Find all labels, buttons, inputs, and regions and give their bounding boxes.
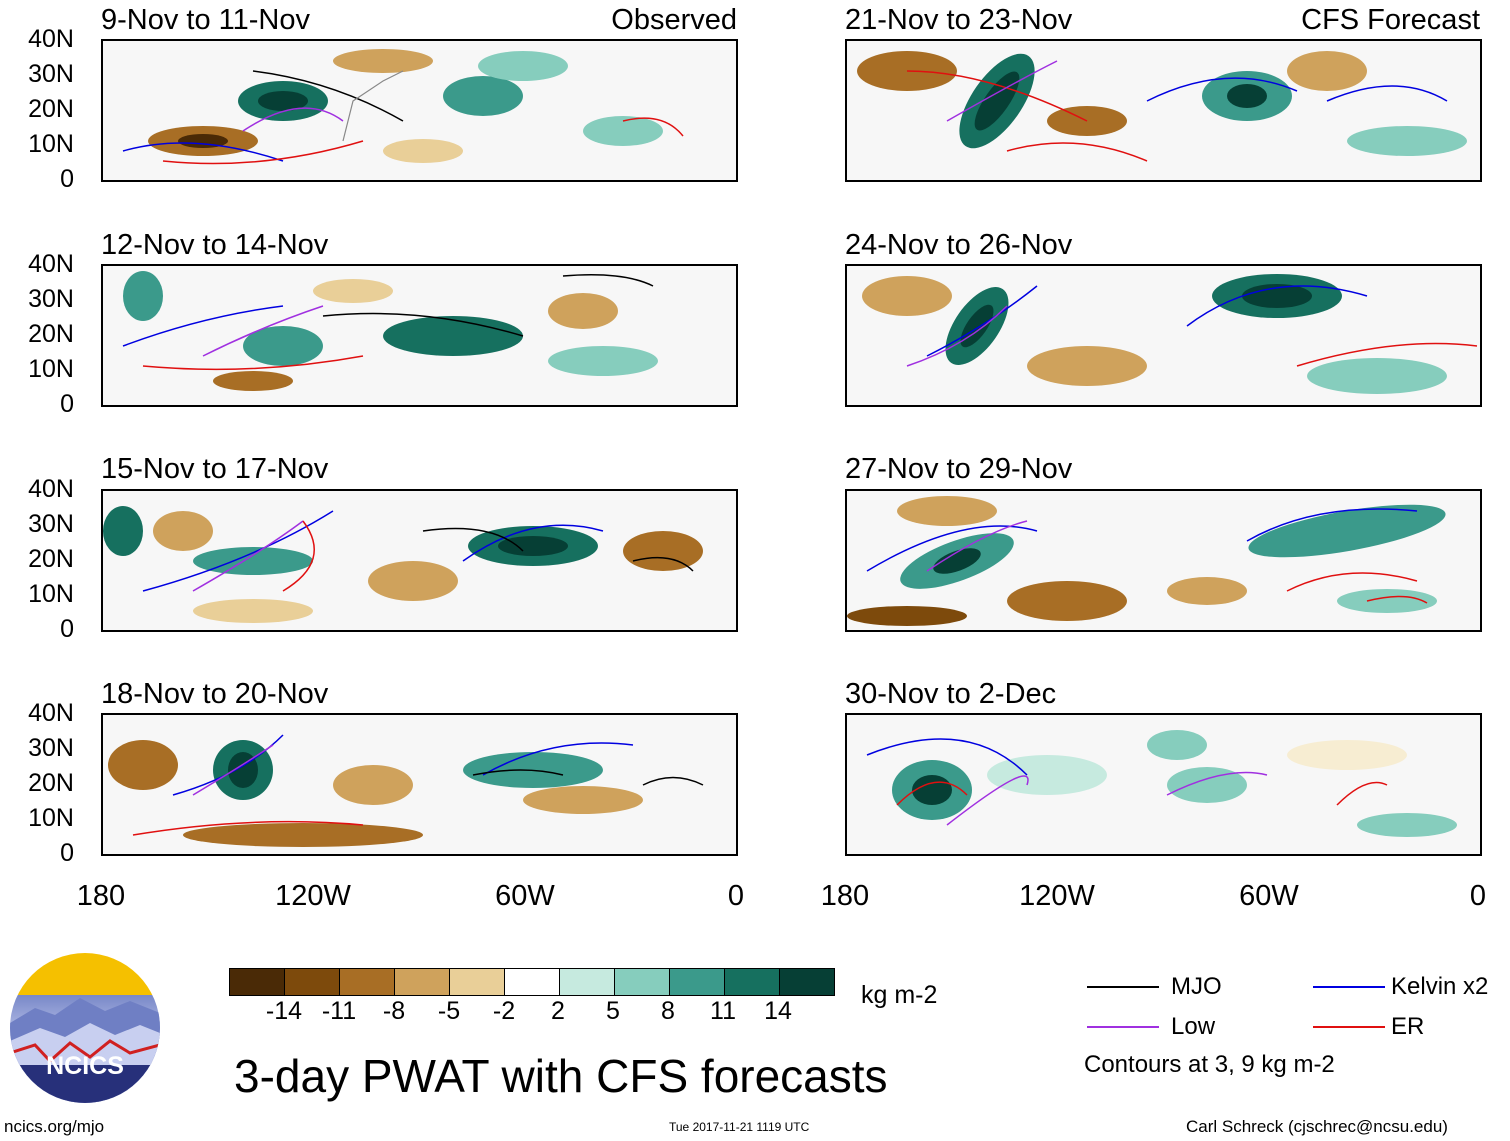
pwat-map [866,730,1457,837]
colorbar-label: 14 [764,997,792,1025]
figure-title: 3-day PWAT with CFS forecasts [234,1050,888,1102]
colorbar-label: 11 [710,997,736,1025]
lon-label-left-120w: 120W [275,880,351,912]
panel-title-right-1: 21-Nov to 23-Nov [845,4,1073,36]
lat-label-left-1-30n: 30N [28,60,74,88]
colorbar-label: 2 [551,997,565,1025]
colorbar-label: -5 [437,997,461,1025]
mountain-icon [10,998,160,1103]
map-panel-left-2 [101,264,738,407]
lon-label-left-60w: 60W [495,880,555,912]
colorbar-swatch [615,969,670,995]
colorbar-label: 8 [661,997,675,1025]
panel-tag-observed: Observed [611,4,737,36]
legend-line-kelvin [1313,986,1385,988]
colorbar-label: -8 [382,997,406,1025]
panel-title-right-3: 27-Nov to 29-Nov [845,453,1073,485]
lat-label-left-4-40n: 40N [28,699,74,727]
lat-label-left-4-0: 0 [60,839,74,867]
legend-label-mjo: MJO [1171,973,1222,1000]
lat-label-left-2-0: 0 [60,390,74,418]
legend-label-er: ER [1391,1013,1425,1040]
lat-label-left-2-40n: 40N [28,250,74,278]
panel-title-left-4: 18-Nov to 20-Nov [101,678,329,710]
colorbar-unit: kg m-2 [861,981,938,1009]
colorbar-label: 5 [606,997,620,1025]
lat-label-left-1-20n: 20N [28,95,74,123]
colorbar-swatch [670,969,725,995]
colorbar-swatch [505,969,560,995]
legend-note: Contours at 3, 9 kg m-2 [1084,1051,1335,1078]
panel-title-right-2: 24-Nov to 26-Nov [845,229,1073,261]
map-panel-right-2 [845,264,1482,407]
panel-title-left-3: 15-Nov to 17-Nov [101,453,329,485]
lat-label-left-3-30n: 30N [28,510,74,538]
panel-title-left-1: 9-Nov to 11-Nov [101,4,310,36]
map-panel-left-1 [101,39,738,182]
pwat-map [857,51,1467,162]
map-panel-right-4 [845,713,1482,856]
pwat-map [122,49,684,165]
legend-label-low: Low [1171,1013,1216,1040]
panel-title-right-4: 30-Nov to 2-Dec [845,678,1057,710]
pwat-map [847,496,1446,626]
lat-label-left-3-10n: 10N [28,580,74,608]
colorbar-label: -2 [492,997,516,1025]
panel-tag-cfs-forecast: CFS Forecast [1301,4,1480,36]
panel-title-left-2: 12-Nov to 14-Nov [101,229,329,261]
colorbar-swatch [230,969,285,995]
colorbar-label: -14 [265,997,303,1025]
colorbar-swatch [340,969,395,995]
lon-label-right-180: 180 [820,880,870,912]
legend-label-kelvin: Kelvin x2 [1391,973,1489,1000]
lat-label-left-3-20n: 20N [28,545,74,573]
pwat-map [122,271,658,391]
colorbar-swatch [450,969,505,995]
colorbar-swatch [285,969,340,995]
lat-label-left-4-20n: 20N [28,769,74,797]
footer-url: ncics.org/mjo [4,1117,105,1136]
map-panel-left-3 [101,489,738,632]
colorbar-label: -11 [321,997,357,1025]
lat-label-left-4-30n: 30N [28,734,74,762]
lat-label-left-1-0: 0 [60,165,74,193]
colorbar-swatch [395,969,450,995]
map-panel-right-3 [845,489,1482,632]
legend-line-mjo [1087,986,1159,988]
pwat-map [862,274,1478,394]
colorbar-swatch [780,969,834,995]
lat-label-left-3-40n: 40N [28,475,74,503]
lat-label-left-1-40n: 40N [28,25,74,53]
lat-label-left-3-0: 0 [60,615,74,643]
lon-label-left-0: 0 [727,880,745,912]
footer-credit: Carl Schreck (cjschrec@ncsu.edu) [1186,1117,1448,1136]
pwat-map [103,506,703,623]
logo-text: NCICS [46,1052,124,1080]
lon-label-right-60w: 60W [1239,880,1299,912]
legend-line-er [1313,1026,1385,1028]
legend-line-low [1087,1026,1159,1028]
lat-label-left-2-20n: 20N [28,320,74,348]
lon-label-left-180: 180 [76,880,126,912]
map-panel-right-1 [845,39,1482,182]
map-panel-left-4 [101,713,738,856]
colorbar [229,968,835,996]
lat-label-left-4-10n: 10N [28,804,74,832]
lat-label-left-1-10n: 10N [28,130,74,158]
lon-label-right-120w: 120W [1019,880,1095,912]
footer-timestamp: Tue 2017-11-21 1119 UTC [669,1120,810,1134]
pwat-map [108,734,704,847]
colorbar-swatch [560,969,615,995]
ncics-logo: NCICS [10,953,160,1103]
lat-label-left-2-10n: 10N [28,355,74,383]
lat-label-left-2-30n: 30N [28,285,74,313]
lon-label-right-0: 0 [1469,880,1487,912]
colorbar-swatch [725,969,780,995]
